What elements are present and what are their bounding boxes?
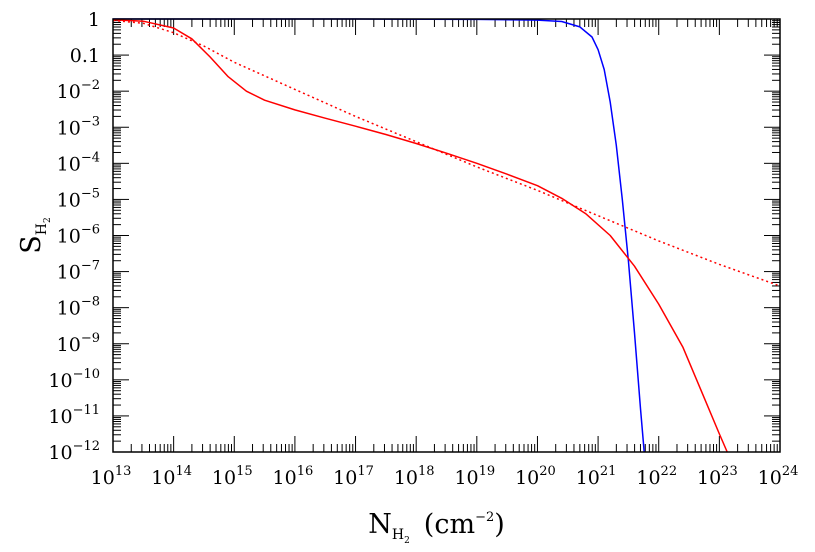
series-line-3: [112, 19, 781, 287]
x-tick-label-exp: 14: [175, 464, 192, 479]
y-tick-label-exp: −7: [81, 259, 100, 274]
y-tick-label-base: 10: [57, 81, 81, 103]
y-tick-label-base: 10: [48, 442, 72, 464]
y-tick-label: 10−7: [57, 259, 100, 284]
y-tick-label: 10−12: [48, 439, 100, 464]
x-tick-label-exp: 24: [782, 464, 799, 479]
x-tick-label: 1018: [394, 464, 435, 489]
x-tick-label-exp: 20: [539, 464, 556, 479]
y-tick-label-exp: −2: [81, 78, 100, 93]
x-tick-label: 1019: [454, 464, 495, 489]
y-tick-label-base: 10: [57, 189, 81, 211]
y-tick-label: 10−8: [57, 295, 100, 320]
x-tick-label-base: 10: [212, 467, 236, 489]
x-tick-label-base: 10: [151, 467, 175, 489]
series-line-1: [113, 18, 645, 453]
x-tick-labels: 1013 1014 1015 1016 1017 1018 1019 1020 1021 1022…: [91, 464, 799, 489]
x-tick-label-base: 10: [454, 467, 478, 489]
x-tick-label-exp: 21: [600, 464, 617, 479]
x-tick-label-exp: 22: [661, 464, 678, 479]
x-axis-title-sub: H: [392, 527, 404, 543]
y-tick-label-base: 0.1: [70, 45, 100, 67]
x-tick-label-exp: 18: [418, 464, 435, 479]
x-tick-label: 1023: [697, 464, 738, 489]
y-axis-title-main: S: [16, 235, 47, 254]
y-axis-title-subsub: 2: [43, 217, 53, 223]
y-tick-label-base: 10: [48, 406, 72, 428]
y-tick-label-base: 10: [57, 262, 81, 284]
y-axis-title-sub: H: [34, 223, 50, 235]
x-tick-label-base: 10: [273, 467, 297, 489]
x-tick-label-base: 10: [91, 467, 115, 489]
y-tick-label: 10−5: [57, 186, 100, 211]
x-tick-label: 1013: [91, 464, 132, 489]
x-tick-label-exp: 15: [236, 464, 253, 479]
y-tick-label-exp: −3: [81, 114, 100, 129]
series-layer: [112, 18, 781, 453]
y-tick-label-base: 10: [57, 226, 81, 248]
y-tick-label-exp: −11: [73, 403, 100, 418]
x-tick-label-exp: 19: [479, 464, 496, 479]
x-tick-label: 1017: [333, 464, 374, 489]
y-tick-label: 10−6: [57, 223, 100, 248]
x-tick-label: 1015: [212, 464, 253, 489]
y-tick-label-exp: −6: [81, 223, 100, 238]
y-tick-label-exp: −8: [81, 295, 100, 310]
x-axis-title-main: N: [368, 509, 392, 540]
y-tick-label: 10−11: [48, 403, 100, 428]
x-tick-label: 1020: [515, 464, 556, 489]
x-axis-title-unit-exp: −2: [475, 510, 494, 525]
x-tick-label-base: 10: [758, 467, 782, 489]
x-tick-label-exp: 17: [357, 464, 374, 479]
plot-frame: [112, 18, 781, 453]
y-tick-label-exp: −10: [73, 367, 100, 382]
x-tick-label-base: 10: [576, 467, 600, 489]
x-tick-label-base: 10: [515, 467, 539, 489]
x-tick-label: 1016: [273, 464, 314, 489]
x-tick-label-exp: 13: [115, 464, 132, 479]
x-tick-label: 1021: [576, 464, 617, 489]
x-tick-label: 1024: [758, 464, 799, 489]
y-tick-label: 1: [88, 9, 100, 31]
y-tick-label-base: 1: [88, 9, 100, 31]
x-tick-label: 1022: [636, 464, 677, 489]
y-tick-label: 10−2: [57, 78, 100, 103]
y-tick-label: 10−10: [48, 367, 100, 392]
y-tick-label-exp: −4: [81, 150, 100, 165]
x-axis-title-subsub: 2: [404, 536, 410, 546]
series-line-2: [112, 18, 728, 453]
x-tick-label-base: 10: [636, 467, 660, 489]
x-tick-label-base: 10: [697, 467, 721, 489]
y-tick-label-base: 10: [57, 298, 81, 320]
x-tick-label-exp: 16: [297, 464, 314, 479]
y-tick-label-base: 10: [57, 153, 81, 175]
y-axis-title: SH2: [16, 217, 53, 253]
minor-ticks: [113, 19, 780, 452]
major-ticks: [112, 18, 781, 453]
x-axis-title-unit: (cm: [424, 509, 475, 540]
x-axis-title-unit-close: ): [494, 509, 505, 540]
y-tick-label-base: 10: [48, 370, 72, 392]
y-tick-label-base: 10: [57, 334, 81, 356]
y-tick-label: 10−9: [57, 331, 100, 356]
y-tick-label-exp: −5: [81, 186, 100, 201]
y-tick-label-base: 10: [57, 117, 81, 139]
y-tick-labels: 10.110−210−310−410−510−610−710−810−910−1…: [48, 9, 100, 464]
y-tick-label: 10−3: [57, 114, 100, 139]
x-axis-title: NH2 (cm−2): [368, 509, 505, 546]
y-tick-label-exp: −9: [81, 331, 100, 346]
y-tick-label: 0.1: [70, 45, 100, 67]
y-tick-label-exp: −12: [73, 439, 100, 454]
y-tick-label: 10−4: [57, 150, 100, 175]
x-tick-label-base: 10: [333, 467, 357, 489]
x-tick-label-exp: 23: [721, 464, 738, 479]
x-tick-label-base: 10: [394, 467, 418, 489]
x-tick-label: 1014: [151, 464, 192, 489]
